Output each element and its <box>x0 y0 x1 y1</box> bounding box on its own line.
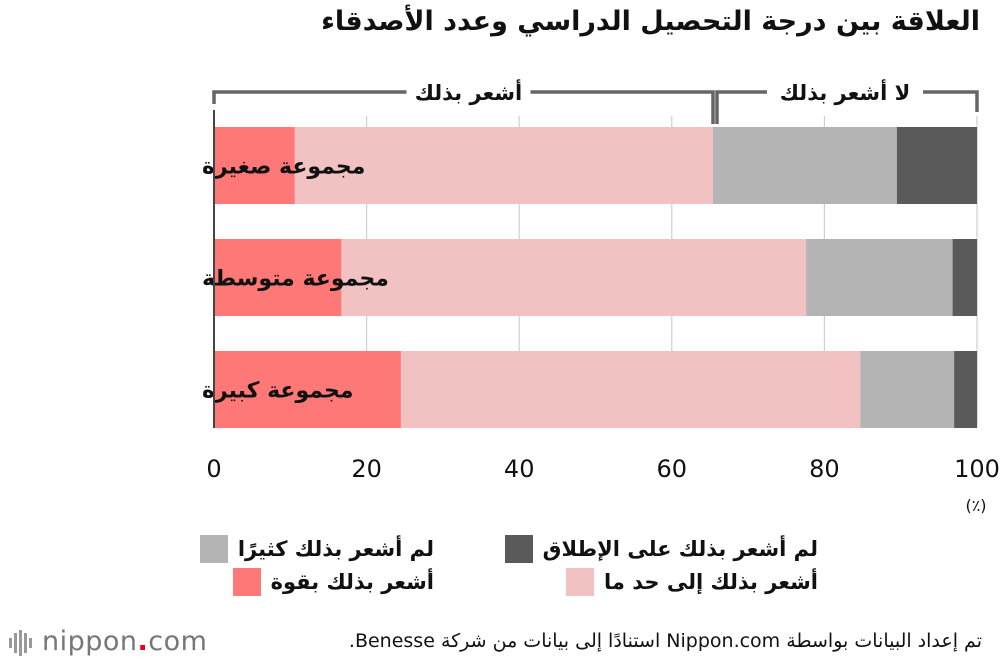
legend-swatch <box>566 568 595 596</box>
legend-item: لم أشعر بذلك على الإطلاق <box>504 535 818 563</box>
category-label: مجموعة متوسطة <box>202 267 389 292</box>
logo-text: nippon <box>42 626 138 657</box>
logo-dot: . <box>137 626 149 657</box>
logo-bars-icon <box>9 629 32 656</box>
x-tick-label: 100 <box>954 455 1000 483</box>
legend-label: أشعر بذلك إلى حد ما <box>604 570 818 594</box>
bar-segment <box>952 239 977 316</box>
bracket-label-feel: أشعر بذلك <box>415 78 523 105</box>
chart-title: العلاقة بين درجة التحصيل الدراسي وعدد ال… <box>321 6 980 37</box>
category-label: مجموعة كبيرة <box>202 379 353 404</box>
x-tick-label: 80 <box>809 455 840 483</box>
bar-segment <box>341 239 807 316</box>
bracket-label-bg <box>767 76 924 108</box>
nippon-logo: nippon.com <box>8 626 207 657</box>
x-tick-label: 20 <box>351 455 382 483</box>
source-note: تم إعداد البيانات بواسطة Nippon.com استن… <box>348 630 982 652</box>
x-tick-label: 0 <box>206 455 221 483</box>
bar-segment <box>214 239 342 316</box>
stacked-bar-chart: مجموعة صغيرة مجموعة متوسطة مجموعة كبيرة 0 20… <box>202 76 1000 515</box>
legend-swatch <box>232 568 261 596</box>
bar-segment <box>294 127 714 204</box>
bar-segment <box>400 351 861 428</box>
category-label: مجموعة صغيرة <box>202 155 365 180</box>
bar-segment <box>713 127 897 204</box>
legend-swatch <box>504 535 533 563</box>
legend-swatch <box>199 535 228 563</box>
legend-item: لم أشعر بذلك كثيرًا <box>199 535 434 563</box>
legend-label: لم أشعر بذلك كثيرًا <box>237 537 434 561</box>
bar-segment <box>806 239 953 316</box>
x-tick-label: 40 <box>504 455 535 483</box>
legend-label: أشعر بذلك بقوة <box>270 570 434 594</box>
bar-segment <box>954 351 977 428</box>
unit-label: (٪) <box>965 496 986 515</box>
bar-segment <box>896 127 977 204</box>
logo-tld: com <box>148 626 208 657</box>
bracket-label-not-feel: لا أشعر بذلك <box>780 78 910 105</box>
legend-item: أشعر بذلك إلى حد ما <box>566 568 818 596</box>
bar-segment <box>860 351 955 428</box>
legend-item: أشعر بذلك بقوة <box>232 568 434 596</box>
legend-label: لم أشعر بذلك على الإطلاق <box>542 537 818 561</box>
bracket-label-bg <box>406 76 531 108</box>
bar-segment <box>214 127 295 204</box>
x-tick-label: 60 <box>657 455 688 483</box>
bar-segment <box>214 351 401 428</box>
